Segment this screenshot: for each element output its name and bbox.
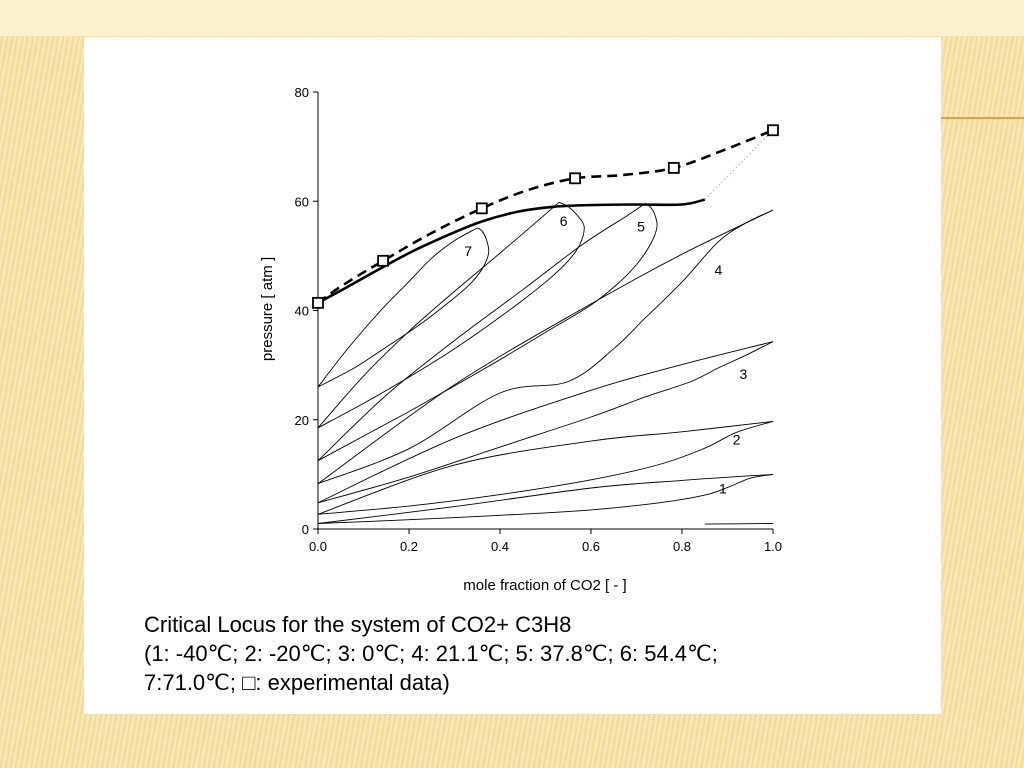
experimental-point-marker <box>569 172 581 185</box>
isotherm-3-dew-line <box>317 341 774 504</box>
isotherm-6-dew-line <box>317 201 560 429</box>
isotherm-1-dew-line <box>317 473 774 524</box>
isotherm-1-bubble-line <box>317 473 774 524</box>
isotherm-7-dew-line <box>317 227 478 388</box>
slide-top-band <box>0 0 1024 36</box>
isotherm-4-label: 4 <box>715 262 723 278</box>
experimental-point-marker <box>475 202 488 215</box>
y-axis-title: pressure [ atm ] <box>259 257 276 361</box>
x-tick-label: 1.0 <box>764 539 782 554</box>
isotherm-3-label: 3 <box>740 366 748 382</box>
pure-co2-segment-line <box>704 523 774 525</box>
caption-line-2: (1: -40℃; 2: -20℃; 3: 0℃; 4: 21.1℃; 5: 3… <box>144 641 718 666</box>
critical-locus-extension <box>704 129 774 200</box>
y-tick-label: 60 <box>295 194 309 209</box>
isotherm-2-bubble-line <box>317 420 774 515</box>
y-tick-label: 40 <box>295 304 309 319</box>
critical-locus-group <box>317 128 774 305</box>
phase-diagram-chart: 0 20 40 60 80 0.0 0.2 0.4 0.6 0.8 1.0 1 2 3 4 5 6 7 mole… <box>259 85 783 594</box>
isotherm-2-dew-line <box>317 420 774 515</box>
experimental-point-marker <box>312 296 324 309</box>
y-tick-label: 20 <box>295 413 309 428</box>
caption-line-3: 7:71.0℃; □: experimental data) <box>144 670 450 695</box>
x-tick-label: 0.2 <box>400 539 418 554</box>
experimental-fit-dashed-line <box>317 128 774 304</box>
isotherm-4-bubble-line <box>317 209 774 485</box>
isotherm-2-label: 2 <box>733 431 741 447</box>
isotherm-7-label: 7 <box>464 243 472 259</box>
experimental-point-marker <box>767 124 779 137</box>
x-tick-label: 0.6 <box>582 539 600 554</box>
isotherm-3-bubble-line <box>317 341 774 504</box>
experimental-point-marker <box>377 254 389 267</box>
experimental-point-marker <box>667 162 680 174</box>
isotherm-6-label: 6 <box>560 213 568 229</box>
curve-labels: 1 2 3 4 5 6 7 <box>464 213 747 497</box>
isotherm-5-bubble-line <box>317 203 658 462</box>
title-accent-line <box>940 117 1024 119</box>
y-tick-label: 80 <box>295 85 309 100</box>
isotherm-5-label: 5 <box>637 218 645 234</box>
chart-axes: 0 20 40 60 80 0.0 0.2 0.4 0.6 0.8 1.0 <box>295 85 783 554</box>
isotherm-4-dew-line <box>317 209 774 485</box>
isotherm-6-bubble-line <box>317 201 585 429</box>
critical-locus-line <box>317 198 706 305</box>
figure-panel: 0 20 40 60 80 0.0 0.2 0.4 0.6 0.8 1.0 1 2 3 4 5 6 7 mole… <box>84 37 941 714</box>
x-tick-label: 0.8 <box>673 539 691 554</box>
isotherm-7-bubble-line <box>317 227 490 388</box>
x-tick-label: 0.0 <box>309 539 327 554</box>
x-tick-label: 0.4 <box>491 539 509 554</box>
isotherm-curves <box>317 201 774 525</box>
isotherm-5-dew-line <box>317 203 646 462</box>
experimental-markers <box>312 124 779 309</box>
figure-caption: Critical Locus for the system of CO2+ C3… <box>144 610 718 697</box>
caption-line-1: Critical Locus for the system of CO2+ C3… <box>144 612 572 637</box>
y-tick-label: 0 <box>302 522 309 537</box>
x-axis-title: mole fraction of CO2 [ - ] <box>463 577 626 594</box>
isotherm-1-label: 1 <box>719 480 727 496</box>
